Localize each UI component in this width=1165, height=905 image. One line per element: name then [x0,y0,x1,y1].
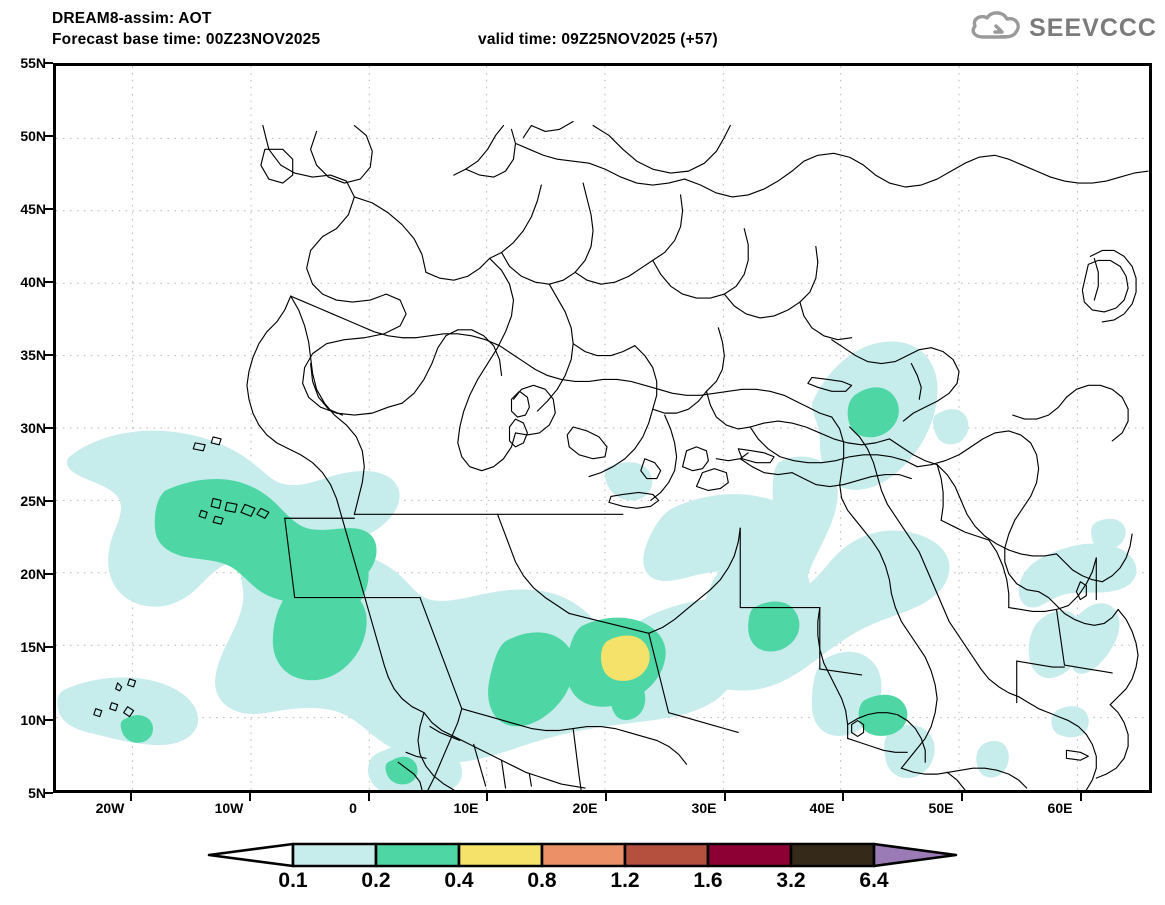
seevccc-logo: SEEVCCC [969,10,1157,46]
colorbar-segment-2 [457,842,544,868]
y-tick-label: 50N [20,128,46,144]
colorbar-tick-label: 3.2 [776,869,806,892]
x-tick-label: 40E [809,800,835,816]
colorbar-tick-label: 0.2 [361,869,391,892]
map-geography [93,120,1149,790]
x-tick-label: 20W [95,800,125,816]
forecast-base-time: Forecast base time: 00Z23NOV2025 [52,31,321,48]
page-title: DREAM8-assim: AOT [52,10,212,27]
colorbar-segment-3 [540,842,627,868]
aot-contour-0p1 [57,341,1137,790]
map-plot-area[interactable] [53,63,1152,793]
y-tick-label: 15N [20,639,46,655]
colorbar-segment-6 [789,842,876,868]
colorbar-tick-label: 1.2 [610,869,640,892]
colorbar-tick-label: 1.6 [693,869,723,892]
colorbar-segment-under [207,842,295,868]
x-tick-label: 30E [691,800,717,816]
header: DREAM8-assim: AOT Forecast base time: 00… [0,0,1165,58]
colorbar-tick-label: 0.4 [444,869,474,892]
x-tick-label: 10E [453,800,479,816]
x-tick-label: 50E [928,800,954,816]
cloud-icon [969,10,1023,47]
x-tick-label: 10W [214,800,244,816]
logo-text: SEEVCCC [1029,13,1157,42]
y-tick-label: 45N [20,201,46,217]
colorbar-segment-0 [291,842,378,868]
aot-contour-0p4 [601,635,650,681]
y-tick-label: 55N [20,55,46,71]
colorbar-tick-label: 6.4 [859,869,889,892]
y-tick-label: 5N [28,785,46,801]
colorbar-segment-5 [706,842,793,868]
map-canvas [56,66,1149,790]
colorbar-tick-label: 0.1 [278,869,308,892]
x-tick-label: 60E [1047,800,1073,816]
colorbar-segment-4 [623,842,710,868]
y-tick-label: 35N [20,347,46,363]
y-tick-label: 40N [20,274,46,290]
x-tick-label: 0 [349,800,357,816]
colorbar [207,842,958,868]
colorbar-segment-over [872,842,958,868]
y-tick-label: 20N [20,566,46,582]
valid-time: valid time: 09Z25NOV2025 (+57) [478,31,718,48]
x-tick-label: 20E [572,800,598,816]
y-tick-label: 10N [20,712,46,728]
y-tick-label: 30N [20,420,46,436]
colorbar-segment-1 [374,842,461,868]
colorbar-tick-label: 0.8 [527,869,557,892]
y-tick-label: 25N [20,493,46,509]
